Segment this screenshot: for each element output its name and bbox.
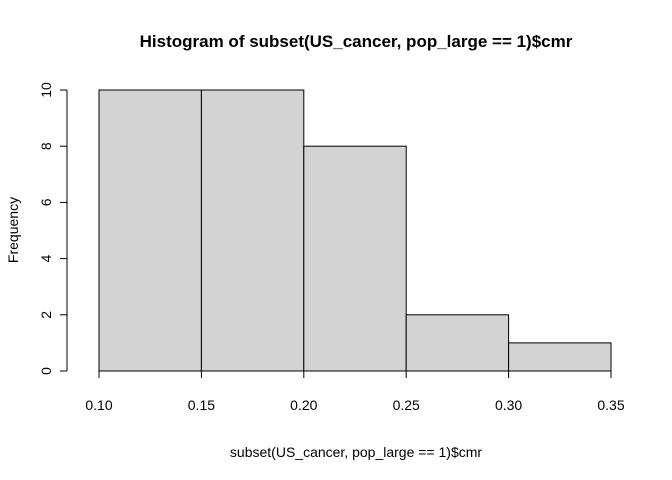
x-tick-label: 0.30 [495,397,522,413]
y-tick-label: 6 [38,198,54,206]
histogram-bar-3 [303,145,407,372]
bars-group [98,89,612,372]
x-tick-label: 0.25 [393,397,420,413]
x-axis-label: subset(US_cancer, pop_large == 1)$cmr [230,444,482,460]
histogram-bar-1 [98,89,202,372]
y-tick-label: 10 [38,82,54,98]
x-tick-label: 0.20 [290,397,317,413]
y-axis-label: Frequency [5,197,21,263]
histogram-bar-2 [200,89,305,372]
y-axis: 0 2 4 6 8 10 [38,82,68,375]
y-tick-label: 8 [38,142,54,150]
x-tick-label: 0.10 [85,397,112,413]
x-tick-label: 0.15 [188,397,215,413]
y-tick-label: 2 [38,311,54,319]
histogram-bar-5 [508,342,612,372]
x-tick-label: 0.35 [597,397,624,413]
x-axis: 0.10 0.15 0.20 0.25 0.30 0.35 [85,370,625,413]
histogram-bar-4 [405,314,510,372]
y-tick-label: 0 [38,367,54,375]
y-tick-label: 4 [38,254,54,262]
chart-title: Histogram of subset(US_cancer, pop_large… [140,32,573,51]
